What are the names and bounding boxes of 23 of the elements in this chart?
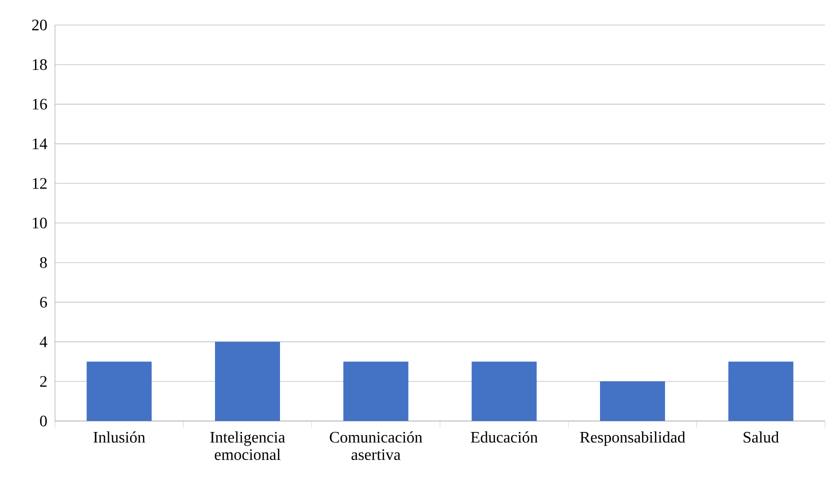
x-tick-label: Inlusión [94,431,146,443]
y-tick-label: 18 [32,59,47,70]
bar [86,362,152,421]
bar [472,362,537,421]
x-tick-label: Inteligencia emocional [210,431,286,460]
bar [600,381,666,421]
y-tick-label: 14 [32,138,48,150]
y-tick-label: 4 [40,336,48,348]
bar [215,342,280,421]
y-tick-label: 10 [32,218,47,228]
bar [343,362,408,421]
y-tick-label: 2 [40,376,47,387]
x-tick-label: Comunicación asertiva [330,431,422,460]
y-tick-label: 8 [40,257,47,268]
x-tick-label: Salud [744,431,779,443]
x-tick-label: Responsabilidad [580,431,686,446]
x-tick-label: Educación [470,431,538,443]
y-tick-label: 12 [32,178,47,189]
y-tick-label: 20 [32,20,47,30]
y-tick-label: 16 [32,98,47,110]
y-tick-label: 0 [40,416,47,426]
y-tick-label: 6 [40,296,47,308]
bar [728,362,794,421]
